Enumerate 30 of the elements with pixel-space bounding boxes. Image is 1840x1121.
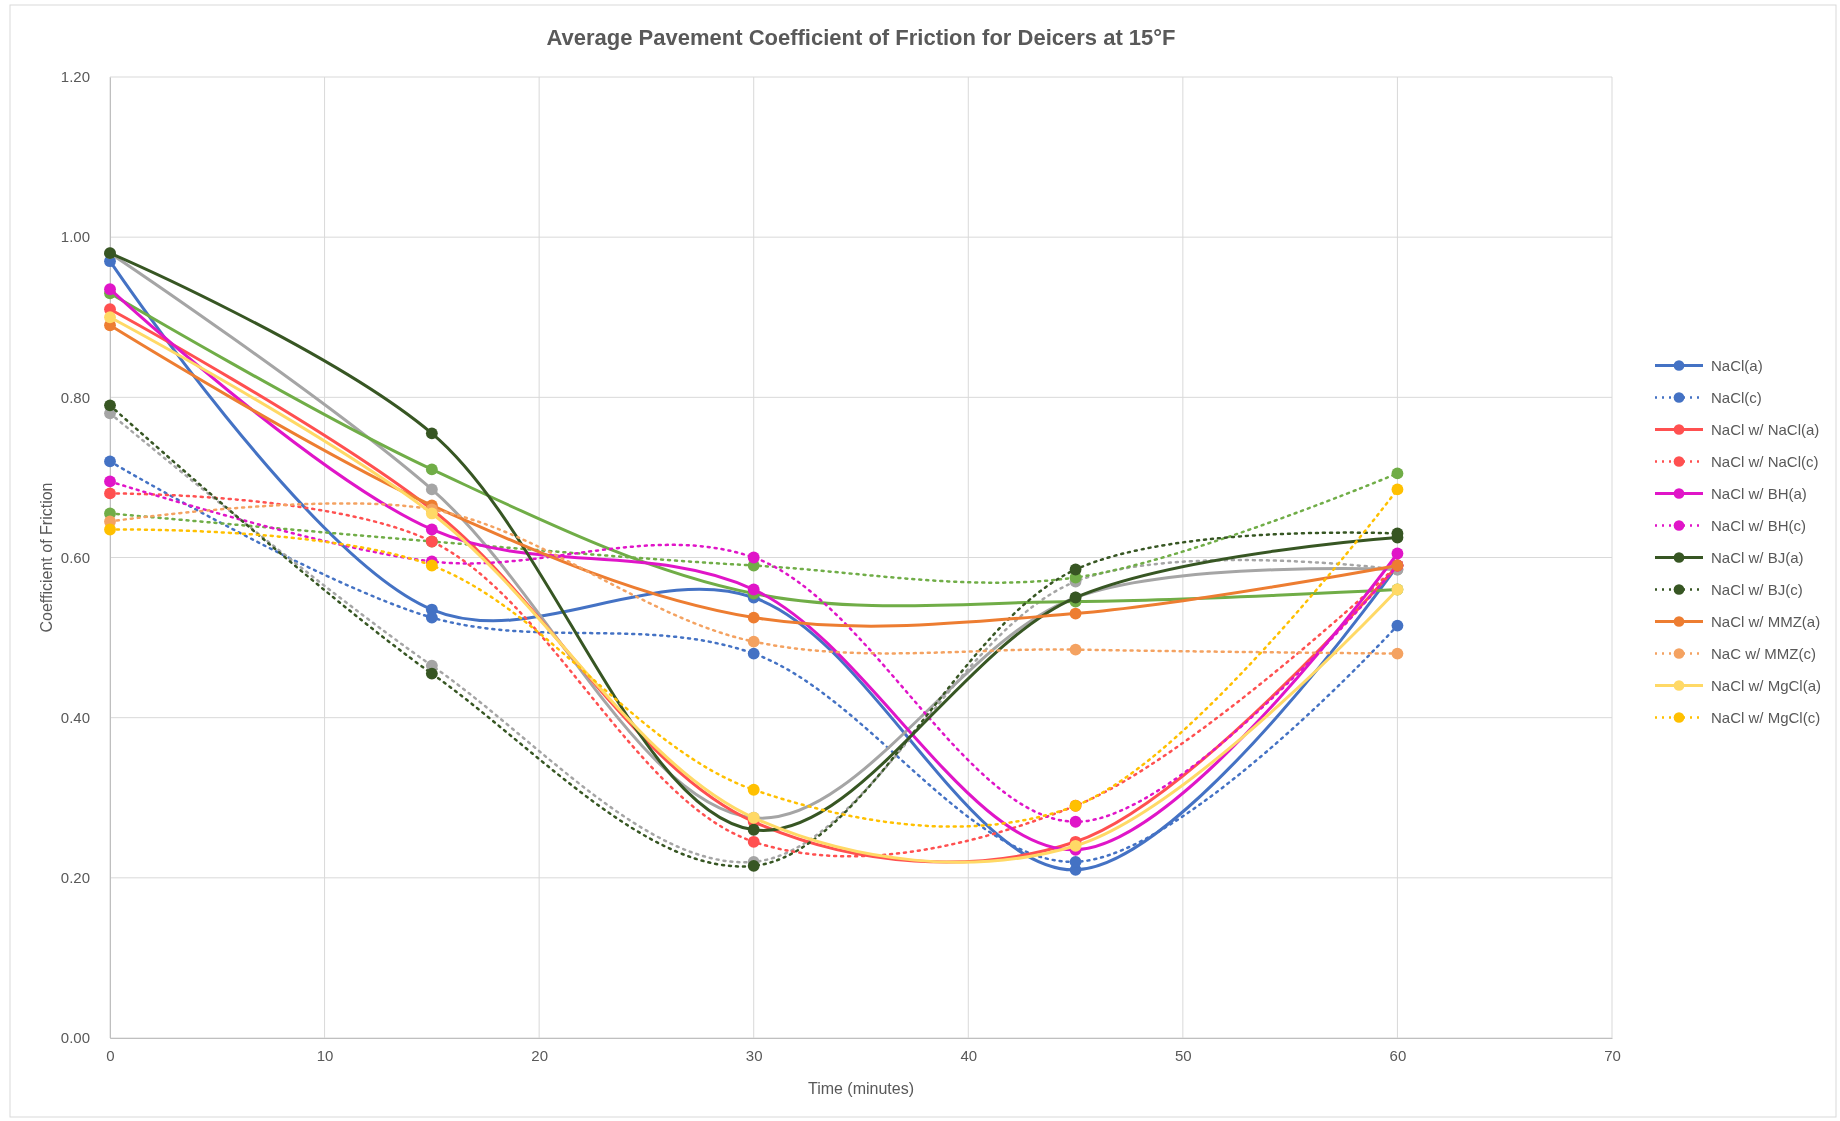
legend-label: NaCl w/ BH(a) (1711, 484, 1807, 502)
y-tick-label: 0.60 (60, 548, 90, 566)
chart-title: Average Pavement Coefficient of Friction for Deicers at 15°F (546, 25, 1176, 50)
x-tick-label: 40 (960, 1046, 978, 1064)
legend-label: NaCl(a) (1711, 356, 1763, 374)
legend-label: NaCl(c) (1711, 388, 1762, 406)
legend-label: NaCl w/ BH(c) (1711, 516, 1807, 534)
x-tick-label: 50 (1175, 1046, 1192, 1064)
y-tick-label: 0.40 (60, 708, 90, 726)
legend-label: NaC w/ MMZ(c) (1711, 644, 1816, 662)
y-tick-label: 0.80 (60, 388, 90, 406)
x-tick-label: 10 (316, 1046, 334, 1064)
x-tick-label: 60 (1389, 1046, 1407, 1064)
legend-label: NaCl w/ BJ(c) (1711, 580, 1803, 598)
y-tick-label: 1.00 (60, 228, 90, 246)
legend-label: NaCl w/ NaCl(c) (1711, 452, 1819, 470)
legend-label: NaCl w/ MgCl(a) (1711, 676, 1822, 694)
y-tick-label: 0.00 (60, 1029, 90, 1047)
x-tick-label: 70 (1604, 1046, 1621, 1064)
x-tick-label: 20 (531, 1046, 548, 1064)
x-tick-label: 0 (106, 1046, 115, 1064)
legend-label: NaCl w/ MgCl(c) (1711, 708, 1821, 726)
y-tick-label: 0.20 (60, 869, 90, 887)
legend-label: NaCl w/ BJ(a) (1711, 548, 1804, 566)
legend-label: NaCl w/ MMZ(a) (1711, 612, 1821, 630)
y-tick-label: 1.20 (60, 68, 90, 86)
x-axis-title: Time (minutes) (807, 1080, 915, 1097)
x-tick-label: 30 (745, 1046, 763, 1064)
legend-label: NaCl w/ NaCl(a) (1711, 420, 1820, 438)
y-axis-title: Coefficient of Friction (38, 482, 55, 633)
